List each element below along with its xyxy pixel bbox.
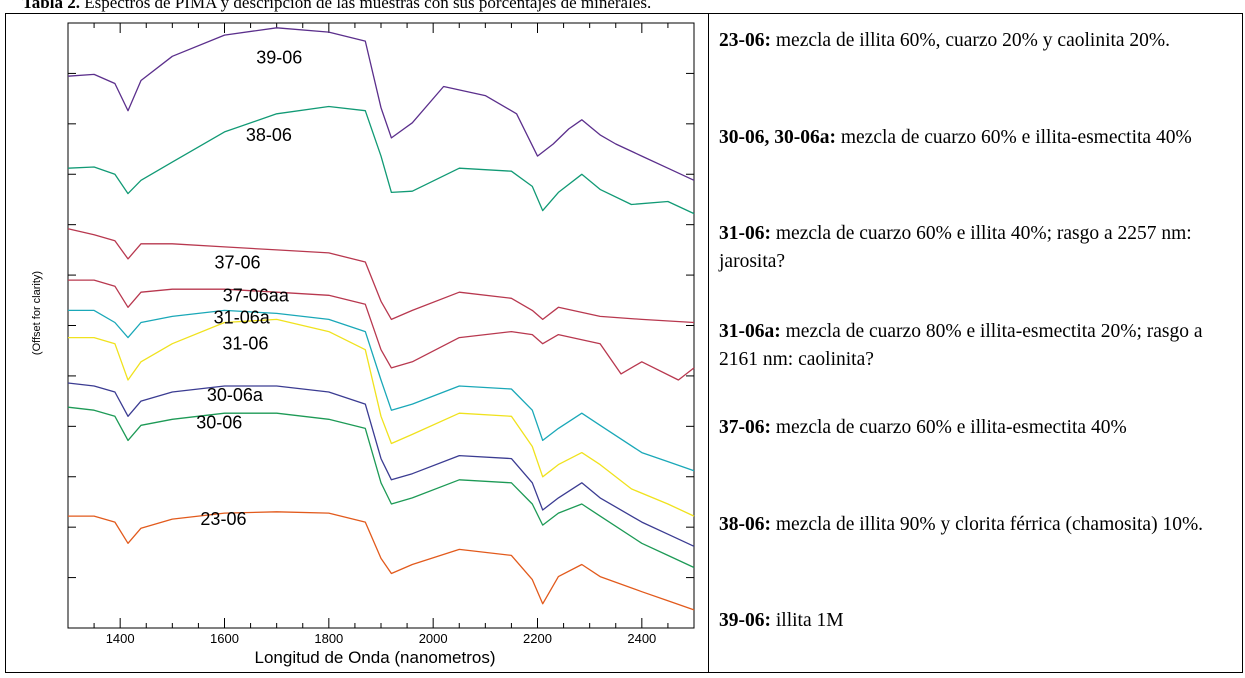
- series-line-23-06: [68, 511, 695, 611]
- description-31-06a: 31-06a: mezcla de cuarzo 80% e illita-es…: [719, 318, 1234, 373]
- sample-text: mezcla de cuarzo 80% e illita-esmectita …: [719, 321, 1203, 370]
- sample-text: mezcla de illita 90% y clorita férrica (…: [771, 514, 1204, 535]
- sample-code: 39-06:: [719, 610, 771, 631]
- x-tick-label: 2000: [419, 631, 448, 646]
- sample-text: mezcla de cuarzo 60% e illita 40%; rasgo…: [719, 223, 1192, 272]
- description-38-06: 38-06: mezcla de illita 90% y clorita fé…: [719, 511, 1234, 539]
- series-line-37-06: [67, 228, 695, 324]
- description-23-06: 23-06: mezcla de illita 60%, cuarzo 20% …: [719, 27, 1234, 55]
- spectra-chart-svg: 1400 1600 1800 2000 2200 2400 39-06 38-06 37-06…: [31, 22, 695, 667]
- sample-text: illita 1M: [771, 610, 844, 631]
- sample-code: 37-06:: [719, 417, 771, 438]
- x-tick-label: 1400: [106, 631, 135, 646]
- series-line-39-06: [67, 27, 695, 181]
- x-tick-label: 2400: [627, 631, 656, 646]
- plot-area: [67, 22, 695, 629]
- sample-text: mezcla de illita 60%, cuarzo 20% y caoli…: [771, 30, 1171, 51]
- spectra-chart: 1400 1600 1800 2000 2200 2400 39-06 38-06 37-06…: [5, 13, 709, 673]
- series-line-30-06a: [67, 382, 695, 547]
- x-axis-label: Longitud de Onda (nanometros): [255, 648, 496, 667]
- series-label: 31-06a: [214, 308, 271, 328]
- sample-text: mezcla de cuarzo 60% e illita-esmectita …: [835, 127, 1192, 148]
- sample-code: 31-06a:: [719, 321, 781, 342]
- series-line-37-06aa: [68, 279, 695, 381]
- caption-text: Espectros de PIMA y descripción de las m…: [84, 0, 652, 12]
- series-label: 23-06: [200, 509, 246, 529]
- series-label: 31-06: [222, 334, 268, 354]
- series-label: 37-06aa: [223, 285, 290, 305]
- sample-code: 23-06:: [719, 30, 771, 51]
- axis-ticks: 1400 1600 1800 2000 2200 2400: [67, 22, 695, 646]
- sample-code: 31-06:: [719, 223, 771, 244]
- series-line-30-06: [67, 406, 695, 569]
- x-tick-label: 2200: [523, 631, 552, 646]
- caption-label: Tabla 2.: [22, 0, 80, 12]
- x-tick-label: 1600: [210, 631, 239, 646]
- series-label: 37-06: [215, 253, 261, 273]
- x-tick-label: 1800: [314, 631, 343, 646]
- series-label: 39-06: [256, 48, 302, 68]
- description-31-06: 31-06: mezcla de cuarzo 60% e illita 40%…: [719, 220, 1234, 275]
- table-caption: Tabla 2. Espectros de PIMA y descripción…: [22, 0, 651, 13]
- series-label: 38-06: [246, 125, 292, 145]
- sample-code: 38-06:: [719, 514, 771, 535]
- description-37-06: 37-06: mezcla de cuarzo 60% e illita-esm…: [719, 414, 1234, 442]
- description-39-06: 39-06: illita 1M: [719, 607, 1234, 635]
- series-label: 30-06: [196, 412, 242, 432]
- series-line-31-06: [68, 318, 695, 517]
- series-group: [67, 27, 695, 611]
- column-divider: [708, 13, 709, 673]
- series-label: 30-06a: [207, 385, 264, 405]
- description-30-06: 30-06, 30-06a: mezcla de cuarzo 60% e il…: [719, 124, 1234, 152]
- sample-text: mezcla de cuarzo 60% e illita-esmectita …: [771, 417, 1127, 438]
- series-labels: 39-06 38-06 37-06 37-06aa 31-06a 31-06 30-06a 3…: [196, 48, 302, 530]
- y-axis-label: (Offset for clarity): [31, 271, 43, 355]
- series-line-38-06: [67, 105, 695, 215]
- sample-code: 30-06, 30-06a:: [719, 127, 836, 148]
- series-line-31-06a: [68, 309, 695, 472]
